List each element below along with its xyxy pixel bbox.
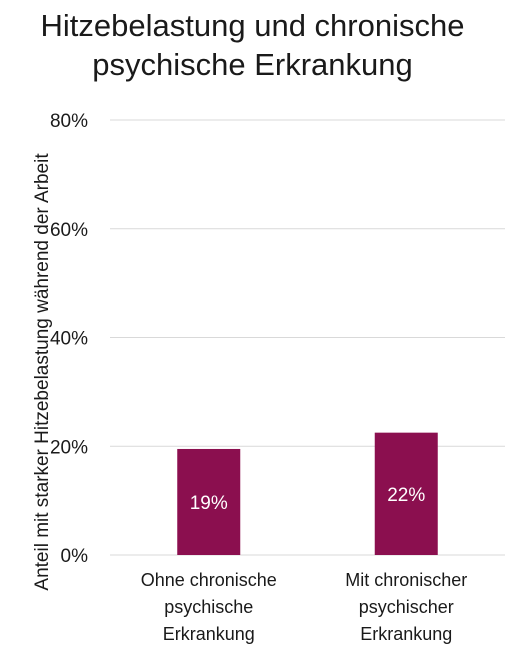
y-tick-label: 60% (50, 220, 88, 241)
y-axis-ticks: 0% 20% 40% 60% 80% (50, 111, 88, 567)
x-category-label: Erkrankung (163, 624, 255, 644)
x-category-label: psychische (164, 597, 253, 617)
chart-title: Hitzebelastung und chronische psychische… (0, 6, 505, 84)
x-category-label: Mit chronischer (345, 570, 467, 590)
data-labels: 19% 22% (190, 485, 426, 514)
y-tick-label: 80% (50, 111, 88, 132)
y-axis-label: Anteil mit starker Hitzebelastung währen… (32, 153, 53, 591)
y-tick-label: 40% (50, 329, 88, 350)
y-tick-label: 0% (61, 546, 89, 567)
chart-title-line-1: Hitzebelastung und chronische (40, 8, 465, 43)
x-axis-categories: Ohne chronische psychische Erkrankung Mit c… (141, 570, 468, 644)
x-category-label: psychischer (359, 597, 454, 617)
bar (374, 432, 438, 555)
bar-data-label: 19% (190, 493, 228, 514)
bars (177, 432, 438, 555)
bar-data-label: 22% (387, 485, 425, 506)
y-tick-label: 20% (50, 437, 88, 458)
gridlines (110, 119, 505, 556)
x-category-label: Erkrankung (360, 624, 452, 644)
x-category-label: Ohne chronische (141, 570, 277, 590)
bar (177, 448, 241, 555)
chart-title-line-2: psychische Erkrankung (92, 47, 413, 82)
